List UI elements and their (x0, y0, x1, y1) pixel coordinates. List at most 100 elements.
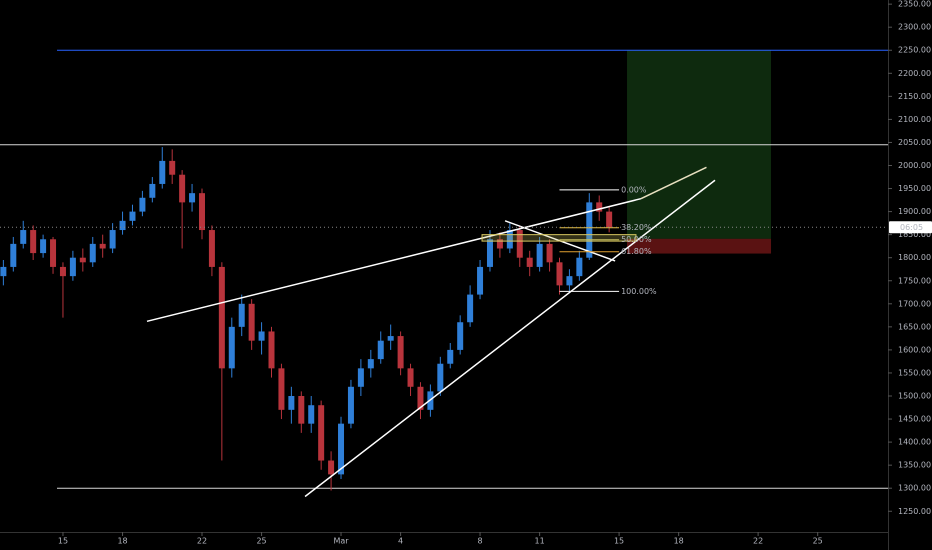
y-tick-label: 2100.00 (898, 115, 931, 124)
x-tick-label: 8 (478, 537, 483, 546)
candle-body (20, 230, 27, 244)
y-tick-label: 2200.00 (898, 69, 931, 78)
candle-body (50, 239, 57, 267)
candle-body (467, 294, 474, 323)
x-tick-label: 18 (674, 537, 684, 546)
candle-body (377, 340, 384, 360)
x-tick-label: 11 (535, 537, 545, 546)
candle-body (79, 257, 86, 263)
y-tick-label: 1550.00 (898, 368, 931, 377)
y-tick-label: 2050.00 (898, 138, 931, 147)
x-tick-label: 25 (256, 537, 266, 546)
y-tick-label: 2250.00 (898, 46, 931, 55)
x-tick-label: 25 (813, 537, 823, 546)
candle-body (258, 331, 265, 341)
y-tick-label: 1800.00 (898, 253, 931, 262)
candle-body (576, 257, 583, 277)
fib-label: 100.00% (621, 287, 657, 296)
y-tick-label: 1900.00 (898, 207, 931, 216)
candle-body (536, 243, 543, 267)
candle-body (278, 368, 285, 410)
x-tick-label: Mar (333, 537, 349, 546)
candle-body (218, 266, 225, 369)
candle-body (89, 243, 96, 263)
candle-body (566, 276, 573, 286)
price-label-box (889, 221, 932, 234)
y-tick-label: 1300.00 (898, 484, 931, 493)
candle-body (556, 262, 563, 286)
trend-line (146, 197, 642, 323)
fib-label: 61.80% (621, 247, 652, 256)
fib-label: 0.00% (621, 185, 647, 194)
candle-body (417, 386, 424, 410)
candle-body (268, 331, 275, 369)
y-tick-label: 1950.00 (898, 184, 931, 193)
y-tick-label: 2150.00 (898, 92, 931, 101)
candle-body (109, 230, 116, 249)
x-tick-label: 18 (117, 537, 127, 546)
candle-body (596, 202, 603, 212)
candle-body (586, 202, 593, 258)
candle-body (139, 197, 146, 212)
candle-body (169, 160, 176, 175)
candle-body (397, 336, 404, 369)
candle-body (0, 266, 7, 277)
candle-body (338, 423, 345, 475)
candle-body (457, 322, 464, 350)
candle-body (99, 243, 106, 249)
candle-body (496, 239, 503, 249)
candle-body (189, 193, 196, 203)
x-tick-label: 15 (614, 537, 624, 546)
candle-body (606, 211, 613, 228)
y-tick-label: 1250.00 (898, 507, 931, 516)
trend-line (304, 179, 716, 498)
candle-body (40, 239, 47, 254)
y-tick-label: 1500.00 (898, 392, 931, 401)
candle-body (119, 220, 126, 231)
candle-body (30, 230, 37, 254)
y-tick-label: 1400.00 (898, 438, 931, 447)
candle-body (149, 183, 156, 198)
y-tick-label: 1600.00 (898, 345, 931, 354)
candle-body (506, 230, 513, 249)
candle-body (248, 303, 255, 341)
y-tick-label: 1350.00 (898, 461, 931, 470)
y-tick-label: 1700.00 (898, 299, 931, 308)
candle-body (10, 243, 17, 267)
x-tick-label: 4 (398, 537, 403, 546)
candle-body (347, 386, 354, 424)
candle-body (407, 368, 414, 387)
candle-body (69, 257, 76, 277)
x-tick-label: 15 (58, 537, 68, 546)
candle-body (298, 396, 305, 424)
loss-zone (627, 238, 772, 254)
y-tick-label: 1750.00 (898, 276, 931, 285)
candle-body (526, 257, 533, 267)
y-tick-label: 2350.00 (898, 0, 931, 9)
candle-body (447, 349, 454, 364)
candle-body (328, 460, 335, 475)
candle-body (159, 160, 166, 184)
x-tick-label: 22 (753, 537, 763, 546)
candle-body (228, 326, 235, 369)
y-tick-label: 1850.00 (898, 230, 931, 239)
candle-body (288, 396, 295, 410)
y-tick-label: 2000.00 (898, 161, 931, 170)
y-tick-label: 1650.00 (898, 322, 931, 331)
candle-body (357, 368, 364, 387)
trend-line (640, 166, 707, 200)
fib-zone (481, 234, 637, 242)
candle-body (318, 405, 325, 461)
candle-body (437, 363, 444, 392)
candle-body (179, 174, 186, 203)
candle-body (208, 230, 215, 267)
countdown-label: 06:05 (900, 223, 923, 232)
y-tick-label: 1450.00 (898, 415, 931, 424)
candle-body (308, 405, 315, 424)
candle-body (486, 239, 493, 267)
y-tick-label: 2300.00 (898, 23, 931, 32)
candle-body (238, 303, 245, 327)
candle-body (546, 243, 553, 263)
